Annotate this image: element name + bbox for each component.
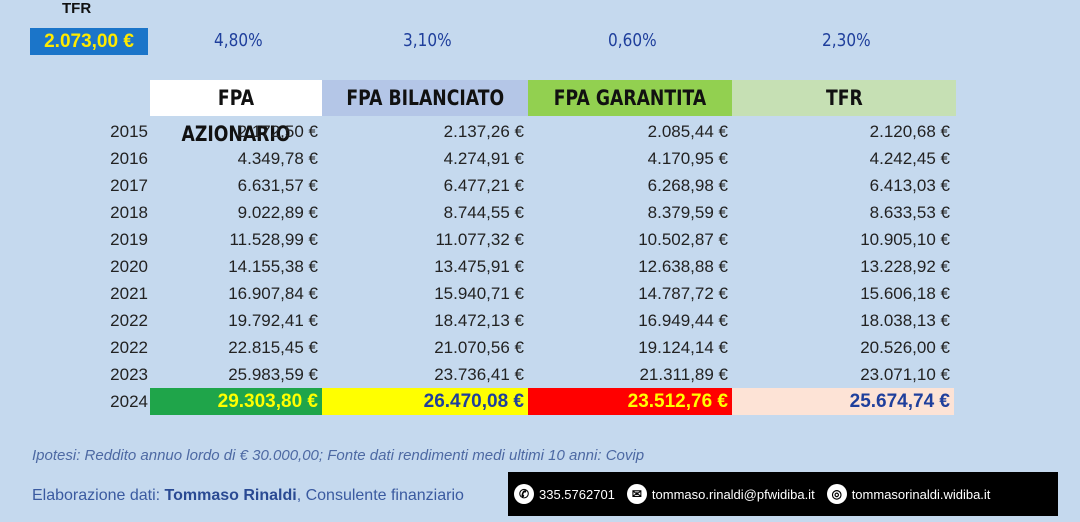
year-cell: 2022 xyxy=(110,311,148,330)
contact-phone[interactable]: ✆ 335.5762701 xyxy=(514,484,615,504)
final-value-garantita: 23.512,76 € xyxy=(528,388,732,415)
value-cell: 6.268,98 € xyxy=(647,176,728,195)
value-cell: 16.949,44 € xyxy=(638,311,728,330)
year-cell: 2021 xyxy=(110,284,148,303)
year-cell: 2022 xyxy=(110,338,148,357)
value-cell: 2.085,44 € xyxy=(647,122,728,141)
value-cell: 14.787,72 € xyxy=(638,284,728,303)
value-cell: 23.071,10 € xyxy=(860,365,950,384)
credit-prefix: Elaborazione dati: xyxy=(32,487,165,504)
value-cell: 10.905,10 € xyxy=(860,230,950,249)
value-cell: 21.070,56 € xyxy=(434,338,524,357)
table-row: 2018 9.022,89 € 8.744,55 € 8.379,59 € 8.633,… xyxy=(0,199,1080,226)
year-cell: 2023 xyxy=(110,365,148,384)
rate-tfr: 2,30% xyxy=(822,30,871,51)
year-cell: 2018 xyxy=(110,203,148,222)
value-cell: 4.170,95 € xyxy=(647,149,728,168)
hypothesis-note: Ipotesi: Reddito annuo lordo di € 30.000… xyxy=(32,447,645,464)
table-row: 2022 19.792,41 € 18.472,13 € 16.949,44 € 18.… xyxy=(0,307,1080,334)
value-cell: 8.379,59 € xyxy=(647,203,728,222)
year-cell: 2020 xyxy=(110,257,148,276)
value-cell: 23.736,41 € xyxy=(434,365,524,384)
table-row: 2016 4.349,78 € 4.274,91 € 4.170,95 € 4.242,… xyxy=(0,145,1080,172)
mail-icon: ✉ xyxy=(626,484,647,504)
final-value-tfr: 25.674,74 € xyxy=(732,388,954,415)
value-cell: 4.242,45 € xyxy=(869,149,950,168)
value-cell: 9.022,89 € xyxy=(237,203,318,222)
value-cell: 8.744,55 € xyxy=(443,203,524,222)
phone-icon: ✆ xyxy=(514,484,534,504)
value-cell: 4.274,91 € xyxy=(443,149,524,168)
year-cell: 2015 xyxy=(110,122,148,141)
value-cell: 2.137,26 € xyxy=(443,122,524,141)
value-cell: 25.983,59 € xyxy=(228,365,318,384)
year-cell: 2024 xyxy=(110,392,148,411)
credit-name: Tommaso Rinaldi xyxy=(164,487,297,504)
table-row: 2021 16.907,84 € 15.940,71 € 14.787,72 € 15.… xyxy=(0,280,1080,307)
value-cell: 19.124,14 € xyxy=(638,338,728,357)
value-cell: 2.120,68 € xyxy=(869,122,950,141)
phone-number: 335.5762701 xyxy=(539,486,615,502)
value-cell: 6.631,57 € xyxy=(237,176,318,195)
globe-icon: ◎ xyxy=(826,484,847,504)
value-cell: 16.907,84 € xyxy=(228,284,318,303)
header-tfr: TFR xyxy=(732,80,956,116)
table-row: 2015 2.172,50 € 2.137,26 € 2.085,44 € 2.120,… xyxy=(0,118,1080,145)
value-cell: 15.940,71 € xyxy=(434,284,524,303)
year-cell: 2017 xyxy=(110,176,148,195)
website-url: tommasorinaldi.widiba.it xyxy=(851,486,991,502)
value-cell: 15.606,18 € xyxy=(860,284,950,303)
value-cell: 13.228,92 € xyxy=(860,257,950,276)
table-row: 2023 25.983,59 € 23.736,41 € 21.311,89 € 23.… xyxy=(0,361,1080,388)
table-row: 2022 22.815,45 € 21.070,56 € 19.124,14 € 20.… xyxy=(0,334,1080,361)
contact-bar: ✆ 335.5762701 ✉ tommaso.rinaldi@pfwidiba… xyxy=(508,472,1058,516)
value-cell: 6.413,03 € xyxy=(869,176,950,195)
year-cell: 2016 xyxy=(110,149,148,168)
credit-suffix: , Consulente finanziario xyxy=(296,487,464,504)
contact-email[interactable]: ✉ tommaso.rinaldi@pfwidiba.it xyxy=(626,484,815,504)
value-cell: 11.528,99 € xyxy=(229,230,318,249)
header-fpa-azionario: FPA AZIONARIO xyxy=(150,80,322,146)
header-fpa-bilanciato: FPA BILANCIATO xyxy=(322,80,528,116)
tfr-value: 2.073,00 € xyxy=(30,28,148,55)
value-cell: 18.472,13 € xyxy=(434,311,524,330)
credit-line: Elaborazione dati: Tommaso Rinaldi, Cons… xyxy=(32,487,464,505)
value-cell: 13.475,91 € xyxy=(434,257,524,276)
table-row-final: 2024 29.303,80 € 26.470,08 € 23.512,76 €… xyxy=(0,388,1080,415)
value-cell: 12.638,88 € xyxy=(638,257,728,276)
tfr-label: TFR xyxy=(62,0,92,17)
table-row: 2020 14.155,38 € 13.475,91 € 12.638,88 € 13.… xyxy=(0,253,1080,280)
final-value-azionario: 29.303,80 € xyxy=(150,388,322,415)
header-fpa-garantita: FPA GARANTITA xyxy=(528,80,732,116)
email-address: tommaso.rinaldi@pfwidiba.it xyxy=(651,486,815,502)
rate-azionario: 4,80% xyxy=(214,30,263,51)
value-cell: 6.477,21 € xyxy=(443,176,524,195)
value-cell: 11.077,32 € xyxy=(435,230,524,249)
value-cell: 14.155,38 € xyxy=(228,257,318,276)
value-cell: 10.502,87 € xyxy=(638,230,728,249)
value-cell: 8.633,53 € xyxy=(869,203,950,222)
value-cell: 18.038,13 € xyxy=(860,311,950,330)
year-cell: 2019 xyxy=(110,230,148,249)
value-cell: 19.792,41 € xyxy=(228,311,318,330)
rate-bilanciato: 3,10% xyxy=(403,30,452,51)
value-cell: 2.172,50 € xyxy=(237,122,318,141)
value-cell: 4.349,78 € xyxy=(237,149,318,168)
value-cell: 20.526,00 € xyxy=(860,338,950,357)
table-row: 2017 6.631,57 € 6.477,21 € 6.268,98 € 6.413,… xyxy=(0,172,1080,199)
final-value-bilanciato: 26.470,08 € xyxy=(322,388,528,415)
table-row: 2019 11.528,99 € 11.077,32 € 10.502,87 € 10.… xyxy=(0,226,1080,253)
contact-website[interactable]: ◎ tommasorinaldi.widiba.it xyxy=(826,484,991,504)
value-cell: 22.815,45 € xyxy=(228,338,318,357)
value-cell: 21.311,89 € xyxy=(639,365,728,384)
rate-garantita: 0,60% xyxy=(608,30,657,51)
